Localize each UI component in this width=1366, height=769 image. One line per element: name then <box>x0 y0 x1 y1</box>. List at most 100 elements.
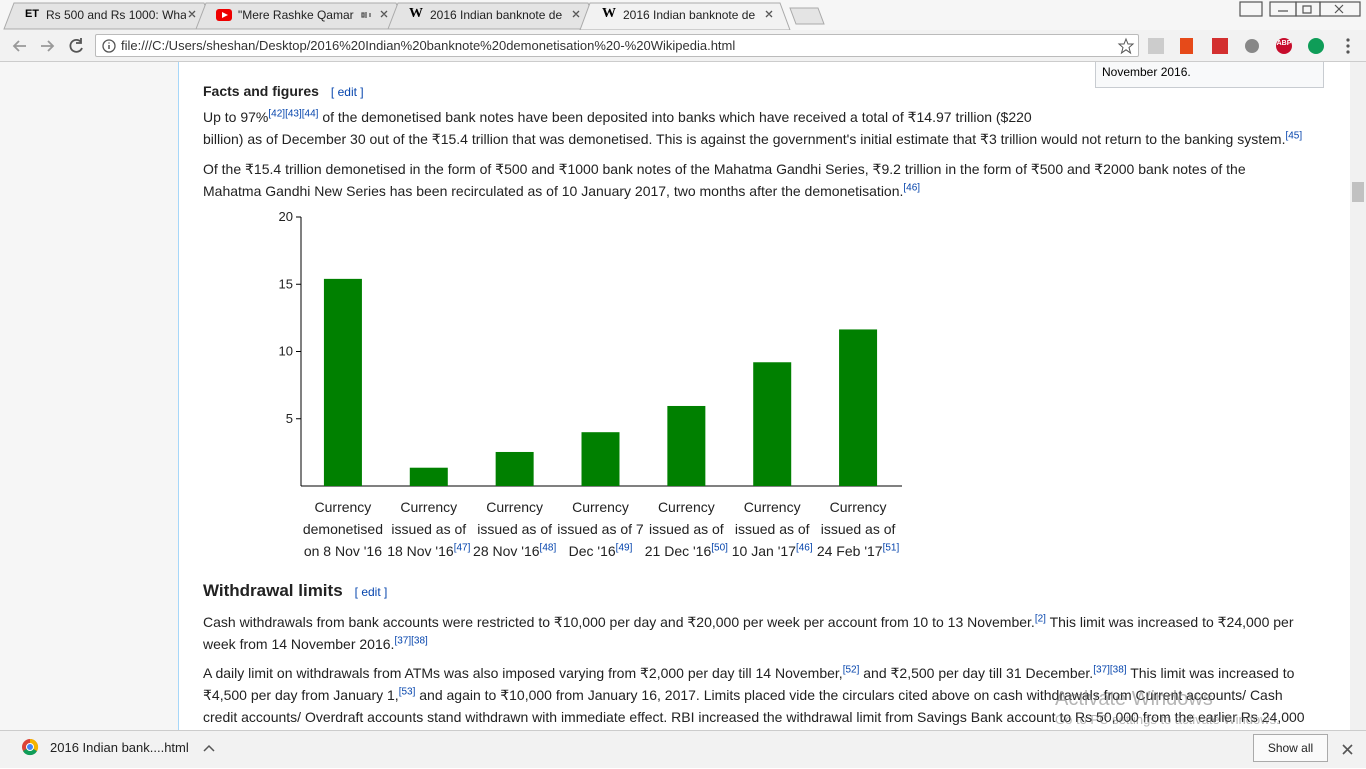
paragraph: Up to 97%[42][43][44] of the demonetised… <box>203 106 1305 150</box>
citation[interactable]: [38] <box>411 635 428 647</box>
category: Currency issued as of 24 Feb '17 <box>816 499 896 559</box>
close-downloads[interactable] <box>1340 742 1356 758</box>
x-tick-label: Currency issued as of 18 Nov '16[47] <box>385 496 473 562</box>
bar <box>839 329 878 486</box>
citation[interactable]: [49] <box>615 542 633 554</box>
citation[interactable]: [46] <box>795 542 813 554</box>
citation[interactable]: [37] <box>1093 664 1110 676</box>
float-spacer <box>1039 106 1305 114</box>
scrollbar-thumb[interactable] <box>1352 182 1364 202</box>
text: Up to 97% <box>203 109 269 125</box>
y-tick-label: 15 <box>279 276 293 291</box>
x-tick-label: Currency issued as of 28 Nov '16[48] <box>471 496 559 562</box>
window-controls <box>1239 1 1361 17</box>
citation[interactable]: [42] <box>268 108 286 120</box>
category: Currency demonetised on 8 Nov '16 <box>302 499 383 559</box>
page-content: November 2016. 5 10 15 20 Facts and figures… <box>0 62 1366 730</box>
citation[interactable]: [37] <box>394 635 412 647</box>
citation[interactable]: [47] <box>453 542 471 554</box>
back-button[interactable] <box>12 40 26 52</box>
chrome-icon <box>22 738 39 756</box>
tab-close-icons <box>188 10 773 18</box>
text: and again to ₹10,000 from January 16, 20… <box>203 687 1305 725</box>
profile-button[interactable] <box>1239 1 1263 17</box>
bar <box>323 278 362 486</box>
text: This limit was increased to ₹24,000 per … <box>203 614 1294 652</box>
y-tick-label: 10 <box>279 344 293 359</box>
office-extension[interactable] <box>1180 38 1193 54</box>
heading-text: Facts and figures <box>203 83 319 99</box>
close-button[interactable] <box>1319 1 1361 17</box>
bar <box>667 405 706 486</box>
bar <box>753 362 792 486</box>
reload-button[interactable] <box>69 38 83 53</box>
text: This limit was increased to ₹4,500 per d… <box>203 665 1295 703</box>
text: Cash withdrawals from bank accounts were… <box>203 614 1035 630</box>
y-tick-label: 5 <box>286 411 293 426</box>
watermark-title: Activate Windows <box>1055 688 1213 710</box>
x-tick-label: Currency issued as of 21 Dec '16[50] <box>642 496 730 562</box>
edit-link[interactable]: [ edit ] <box>354 585 388 599</box>
citation[interactable]: [44] <box>301 108 319 120</box>
nav-buttons <box>12 38 83 53</box>
maximize-button[interactable] <box>1295 1 1321 17</box>
extension[interactable] <box>1212 38 1228 54</box>
citation[interactable]: [50] <box>711 542 728 554</box>
x-tick-label: Currency issued as of 24 Feb '17[51] <box>814 496 902 562</box>
category: Currency issued as of 18 Nov '16 <box>387 499 467 559</box>
download-file[interactable]: 2016 Indian bank....html <box>50 740 189 755</box>
pdf-extension[interactable] <box>1148 38 1164 54</box>
sidebar <box>0 62 179 730</box>
tab-title[interactable]: Rs 500 and Rs 1000: Wha <box>46 8 186 22</box>
citation[interactable]: [48] <box>539 542 557 554</box>
paragraph: A daily limit on withdrawals from ATMs w… <box>203 662 1305 730</box>
bookmark-star[interactable] <box>1117 37 1135 55</box>
watermark-subtitle: Go to PC settings to activate Windows. <box>1055 712 1280 727</box>
citation[interactable]: [52] <box>842 664 860 676</box>
forward-button[interactable] <box>41 40 55 52</box>
extension[interactable] <box>1308 38 1324 54</box>
citation[interactable]: [2] <box>1034 613 1046 625</box>
category: Currency issued as of 21 Dec '16 <box>644 499 724 559</box>
download-bar: 2016 Indian bank....html Show all <box>0 730 1366 768</box>
tab-title[interactable]: 2016 Indian banknote de <box>430 8 563 22</box>
minimize-button[interactable] <box>1269 1 1297 17</box>
citation[interactable]: [46] <box>903 182 921 194</box>
tab-strip: ET Rs 500 and Rs 1000: Wha "Mere Rashke Qa… <box>0 0 1366 30</box>
extension[interactable] <box>1245 39 1259 53</box>
scrollbar[interactable] <box>1350 62 1366 730</box>
adblock-extension[interactable] <box>1276 38 1292 54</box>
heading-text: Withdrawal limits <box>203 581 343 600</box>
tab-shape <box>387 2 599 30</box>
x-tick-label: Currency issued as of 7 Dec '16[49] <box>557 496 645 562</box>
citation[interactable]: [51] <box>882 542 900 554</box>
section-heading: Withdrawal limits [ edit ] <box>203 580 1305 603</box>
citation[interactable]: [45] <box>1285 130 1303 142</box>
edit-link[interactable]: [ edit ] <box>330 85 364 99</box>
citation[interactable]: [43] <box>285 108 302 120</box>
show-all-button[interactable]: Show all <box>1253 734 1328 762</box>
toolbar: file:///C:/Users/sheshan/Desktop/2016%20… <box>0 30 1366 62</box>
tab-icon: W <box>602 6 616 21</box>
x-tick-label: Currency demonetised on 8 Nov '16 <box>299 496 387 562</box>
tab-icon: W <box>409 6 423 21</box>
infobox-text: November 2016. <box>1102 65 1191 79</box>
abp-badge: ABP <box>1276 40 1292 47</box>
menu-button[interactable] <box>1346 38 1350 54</box>
text: of the demonetised bank notes have been … <box>203 109 1286 147</box>
tab-shapes <box>3 1 1361 30</box>
tab-shape <box>3 2 215 30</box>
download-menu[interactable] <box>200 731 230 769</box>
tab-title[interactable]: "Mere Rashke Qamar" <box>238 8 354 22</box>
citation[interactable]: [53] <box>398 686 416 698</box>
section-heading: Facts and figures [ edit ] <box>203 80 1305 103</box>
new-tab-button[interactable] <box>789 7 825 25</box>
address-text: file:///C:/Users/sheshan/Desktop/2016%20… <box>121 38 736 53</box>
citation[interactable]: [38] <box>1109 664 1127 676</box>
paragraph: Of the ₹15.4 trillion demonetised in the… <box>203 158 1305 202</box>
x-tick-label: Currency issued as of 10 Jan '17[46] <box>728 496 816 562</box>
text: A daily limit on withdrawals from ATMs w… <box>203 665 843 681</box>
tab-title[interactable]: 2016 Indian banknote de <box>623 8 756 22</box>
address-bar[interactable]: file:///C:/Users/sheshan/Desktop/2016%20… <box>95 34 1139 57</box>
